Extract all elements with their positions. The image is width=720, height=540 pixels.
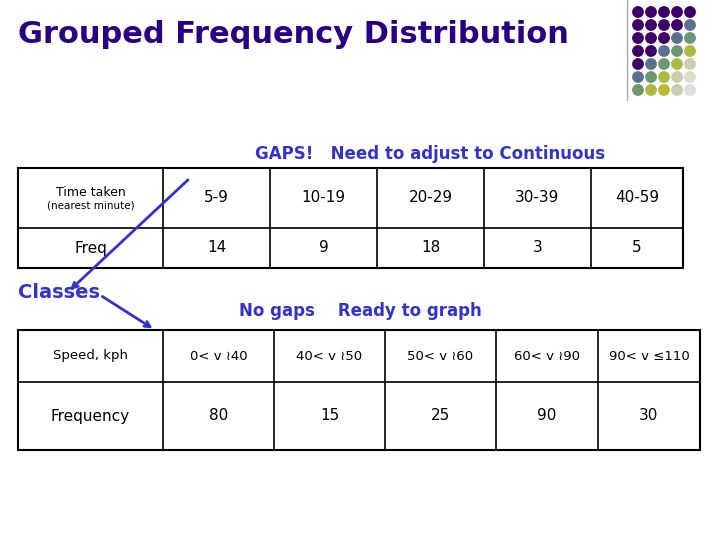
Circle shape [672, 7, 683, 17]
Circle shape [646, 20, 656, 30]
Text: (nearest minute): (nearest minute) [47, 201, 135, 211]
Text: 0< v ≀40: 0< v ≀40 [189, 349, 247, 362]
Text: 50< v ≀60: 50< v ≀60 [408, 349, 474, 362]
Text: 10-19: 10-19 [302, 191, 346, 206]
Text: 14: 14 [207, 240, 226, 255]
Circle shape [685, 72, 696, 82]
Bar [18, 168, 683, 268]
Text: Frequency: Frequency [51, 408, 130, 423]
Text: 9: 9 [319, 240, 328, 255]
Circle shape [646, 85, 656, 95]
Circle shape [659, 46, 669, 56]
Circle shape [659, 33, 669, 43]
Circle shape [659, 72, 669, 82]
Bar [18, 330, 700, 450]
Circle shape [633, 7, 643, 17]
Text: 20-29: 20-29 [408, 191, 453, 206]
Circle shape [672, 59, 683, 69]
Text: 40-59: 40-59 [615, 191, 659, 206]
Text: 15: 15 [320, 408, 339, 423]
Circle shape [646, 33, 656, 43]
Text: Freq: Freq [74, 240, 107, 255]
Circle shape [633, 72, 643, 82]
Text: 90< v ≤110: 90< v ≤110 [608, 349, 689, 362]
Circle shape [659, 7, 669, 17]
Circle shape [646, 7, 656, 17]
Circle shape [672, 46, 683, 56]
Circle shape [685, 20, 696, 30]
Text: 5: 5 [632, 240, 642, 255]
Circle shape [633, 33, 643, 43]
Text: Speed, kph: Speed, kph [53, 349, 128, 362]
Circle shape [633, 20, 643, 30]
Circle shape [672, 85, 683, 95]
Circle shape [633, 59, 643, 69]
Text: 30-39: 30-39 [516, 191, 559, 206]
Text: 90: 90 [537, 408, 557, 423]
Circle shape [659, 85, 669, 95]
Circle shape [672, 72, 683, 82]
Circle shape [633, 46, 643, 56]
Text: 30: 30 [639, 408, 659, 423]
Circle shape [633, 85, 643, 95]
Circle shape [685, 85, 696, 95]
Text: 3: 3 [533, 240, 542, 255]
Circle shape [685, 33, 696, 43]
Circle shape [659, 20, 669, 30]
Text: Classes: Classes [18, 282, 100, 301]
Circle shape [685, 59, 696, 69]
Text: 40< v ≀50: 40< v ≀50 [297, 349, 363, 362]
Circle shape [685, 7, 696, 17]
Circle shape [646, 46, 656, 56]
Text: GAPS!   Need to adjust to Continuous: GAPS! Need to adjust to Continuous [255, 145, 605, 163]
Text: 60< v ≀90: 60< v ≀90 [514, 349, 580, 362]
Circle shape [672, 33, 683, 43]
Circle shape [659, 59, 669, 69]
Text: Time taken: Time taken [55, 186, 125, 199]
Text: 18: 18 [421, 240, 440, 255]
Text: Grouped Frequency Distribution: Grouped Frequency Distribution [18, 20, 569, 49]
Text: 5-9: 5-9 [204, 191, 229, 206]
Circle shape [672, 20, 683, 30]
Text: 80: 80 [209, 408, 228, 423]
Circle shape [646, 59, 656, 69]
Text: 25: 25 [431, 408, 450, 423]
Text: No gaps    Ready to graph: No gaps Ready to graph [238, 302, 482, 320]
Circle shape [646, 72, 656, 82]
Circle shape [685, 46, 696, 56]
